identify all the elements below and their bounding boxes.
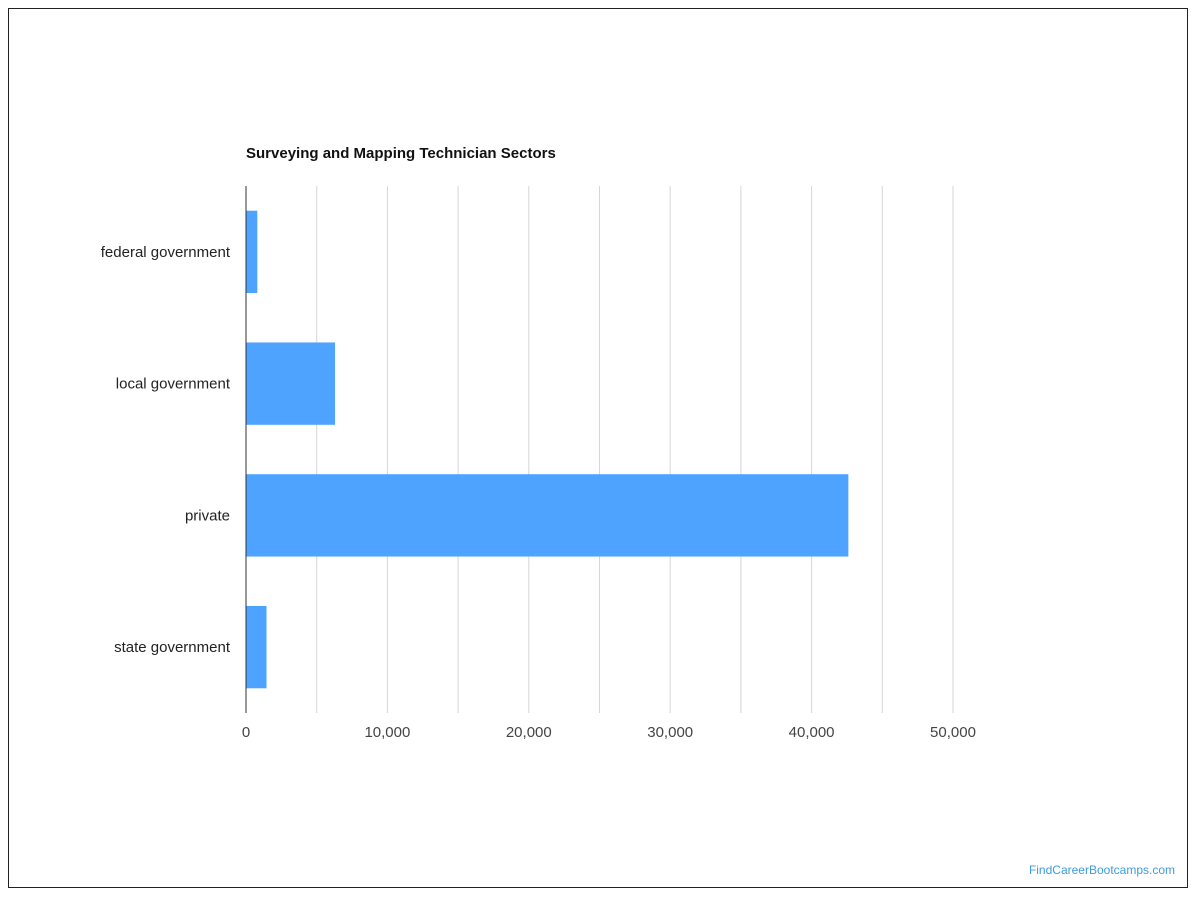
gridlines [316, 186, 954, 713]
category-label: federal government [101, 244, 231, 261]
category-label: state government [114, 639, 231, 656]
bar-state-government[interactable] [246, 605, 267, 689]
category-label: private [185, 507, 230, 524]
chart-title: Surveying and Mapping Technician Sectors [246, 145, 556, 162]
x-tick-label: 40,000 [789, 724, 835, 741]
bar-private[interactable] [246, 474, 849, 557]
bars [246, 210, 849, 689]
x-tick-label: 10,000 [364, 724, 410, 741]
bar-chart: Surveying and Mapping Technician Sectors… [101, 145, 976, 741]
watermark-link[interactable]: FindCareerBootcamps.com [1028, 863, 1175, 877]
bar-local-government[interactable] [246, 342, 336, 425]
x-tick-label: 30,000 [647, 724, 693, 741]
category-labels: federal government local government privat… [101, 244, 231, 656]
x-tick-label: 0 [242, 724, 250, 741]
category-label: local government [116, 376, 231, 393]
x-tick-label: 50,000 [930, 724, 976, 741]
x-tick-labels: 0 10,000 20,000 30,000 40,000 50,000 [242, 724, 976, 741]
bar-federal-government[interactable] [246, 210, 258, 294]
chart-frame: Surveying and Mapping Technician Sectors… [8, 8, 1188, 888]
x-tick-label: 20,000 [506, 724, 552, 741]
